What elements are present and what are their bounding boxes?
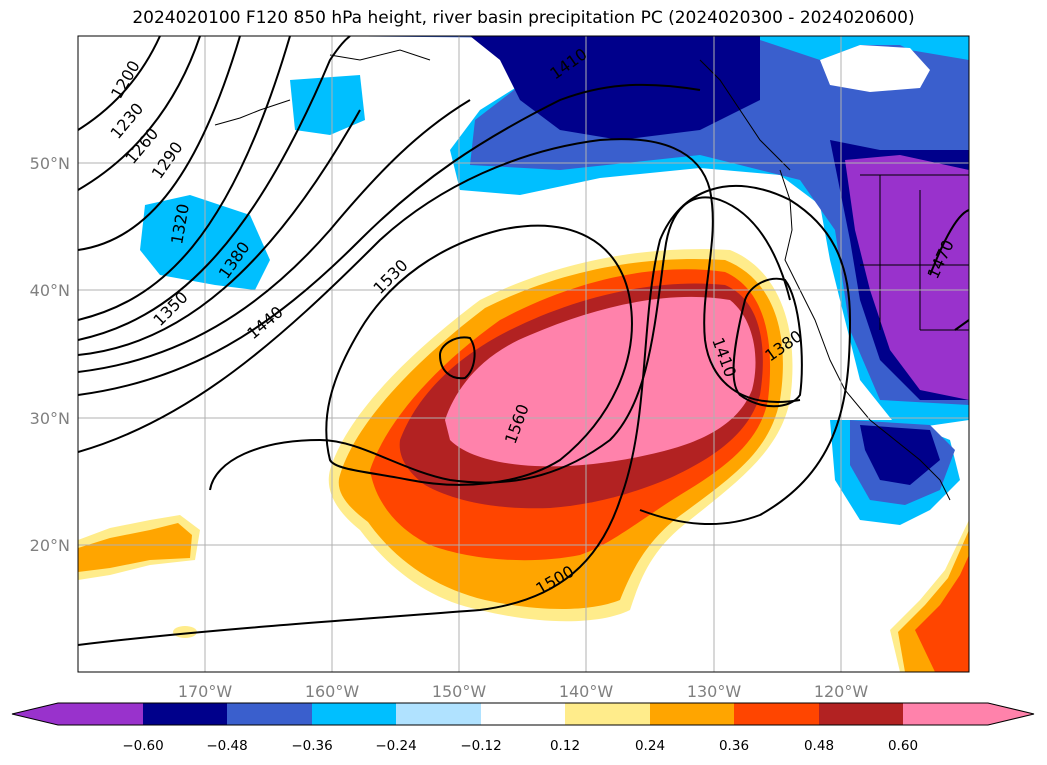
colorbar-segment — [903, 703, 989, 725]
lon-label-140w: 140°W — [559, 682, 614, 701]
colorbar-segment — [650, 703, 735, 725]
lon-label-150w: 150°W — [432, 682, 487, 701]
lat-label-20n: 20°N — [30, 536, 70, 555]
lat-label-30n: 30°N — [30, 409, 70, 428]
colorbar-tick: 0.12 — [550, 738, 580, 754]
positive-anomaly-central — [78, 249, 969, 672]
colorbar: −0.60 −0.48 −0.36 −0.24 −0.12 0.12 0.24 … — [11, 702, 1035, 754]
map-panel: 1200 1230 1260 1290 1320 1350 1380 1410 … — [78, 36, 969, 672]
map-title: 2024020100 F120 850 hPa height, river ba… — [132, 8, 915, 28]
longitude-labels: 170°W 160°W 150°W 140°W 130°W 120°W — [178, 682, 869, 701]
colorbar-segment — [143, 703, 228, 725]
latitude-labels: 50°N 40°N 30°N 20°N — [30, 154, 70, 555]
colorbar-tick: 0.60 — [888, 738, 918, 754]
lon-label-130w: 130°W — [687, 682, 742, 701]
colorbar-segment — [396, 703, 482, 725]
lat-label-40n: 40°N — [30, 281, 70, 300]
colorbar-tick: −0.60 — [122, 738, 163, 754]
graticule — [78, 36, 969, 672]
colorbar-segments — [12, 703, 1034, 725]
colorbar-segment — [819, 703, 904, 725]
colorbar-tick: −0.36 — [291, 738, 332, 754]
colorbar-tick: 0.48 — [804, 738, 834, 754]
coastline — [214, 49, 969, 501]
lon-label-160w: 160°W — [305, 682, 360, 701]
colorbar-segment — [565, 703, 651, 725]
colorbar-segment — [58, 703, 144, 725]
map-frame — [77, 35, 970, 673]
colorbar-tick: 0.36 — [719, 738, 749, 754]
colorbar-tick: −0.12 — [460, 738, 501, 754]
colorbar-extend-max — [988, 703, 1034, 725]
negative-anomaly-north — [140, 36, 969, 525]
lat-label-50n: 50°N — [30, 154, 70, 173]
colorbar-tick: −0.48 — [206, 738, 247, 754]
colorbar-ticks: −0.60 −0.48 −0.36 −0.24 −0.12 0.12 0.24 … — [122, 738, 918, 754]
colorbar-outline — [11, 702, 1035, 726]
colorbar-tick: 0.24 — [635, 738, 665, 754]
colorbar-extend-min — [12, 703, 58, 725]
lon-label-120w: 120°W — [814, 682, 869, 701]
colorbar-segment — [734, 703, 820, 725]
colorbar-segment — [227, 703, 313, 725]
colorbar-segment — [481, 703, 566, 725]
height-contours — [78, 36, 969, 646]
colorbar-segment — [312, 703, 397, 725]
colorbar-tick: −0.24 — [375, 738, 416, 754]
lon-label-170w: 170°W — [178, 682, 233, 701]
